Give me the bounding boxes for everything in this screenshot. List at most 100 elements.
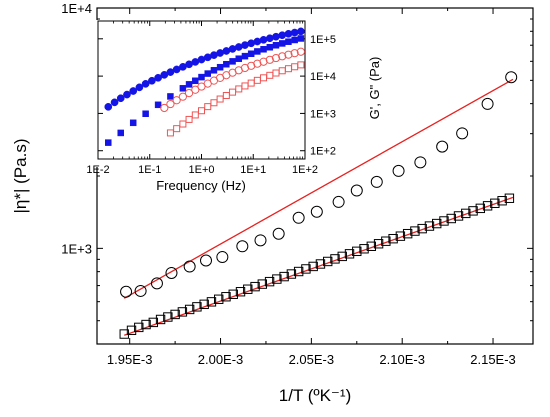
inset-point-s2 xyxy=(290,49,299,58)
main-point-s1 xyxy=(410,226,420,236)
inset-point-s1 xyxy=(266,43,274,51)
main-point-s0 xyxy=(310,205,323,218)
inset-point-s0 xyxy=(272,32,280,41)
inset-point-s1 xyxy=(204,70,211,77)
main-point-s1 xyxy=(221,292,231,302)
main-point-s1 xyxy=(344,249,355,259)
main-point-s1 xyxy=(235,287,246,297)
inset-x-tick-label: 1E+0 xyxy=(189,164,215,176)
inset-point-s2 xyxy=(284,50,293,59)
inset-plot-data xyxy=(104,27,305,146)
y-axis-label: |η*| (Pa.s) xyxy=(11,139,30,214)
inset-point-s1 xyxy=(129,119,137,127)
main-point-s0 xyxy=(505,71,518,84)
inset-point-s2 xyxy=(278,52,287,61)
fit-line-2 xyxy=(123,78,514,299)
inset-point-s0 xyxy=(278,31,287,40)
inset-point-s2 xyxy=(160,103,169,113)
main-point-s0 xyxy=(481,97,494,110)
inset-point-s1 xyxy=(285,38,292,45)
main-point-s0 xyxy=(456,127,469,140)
inset-point-s3 xyxy=(191,111,199,119)
main-axis-ticks: 1.95E-3 2.00E-3 2.05E-3 2.10E-3 2.15E-31E+31… xyxy=(61,1,533,367)
main-point-s0 xyxy=(436,140,449,153)
x-tick-label: 2.10E-3 xyxy=(379,352,425,367)
x-tick-label: 2.00E-3 xyxy=(198,352,244,367)
inset-point-s0 xyxy=(129,87,138,95)
inset-y-tick-label: 1E+4 xyxy=(310,71,336,83)
inset-point-s2 xyxy=(166,99,175,109)
inset-point-s1 xyxy=(179,85,187,92)
main-point-s1 xyxy=(432,218,442,229)
main-point-s1 xyxy=(301,264,311,274)
main-point-s1 xyxy=(257,279,268,289)
main-point-s1 xyxy=(228,289,238,299)
x-tick-label: 2.15E-3 xyxy=(470,352,516,367)
main-point-s1 xyxy=(155,314,166,325)
main-point-s1 xyxy=(308,261,318,272)
x-tick-label: 1.95E-3 xyxy=(107,352,153,367)
y-tick-label: 1E+4 xyxy=(61,1,92,16)
inset-point-s1 xyxy=(167,93,174,100)
main-point-s1 xyxy=(286,269,297,279)
inset-point-s0 xyxy=(104,102,113,111)
inset-point-s1 xyxy=(210,67,218,74)
main-point-s1 xyxy=(293,266,304,277)
inset-point-s1 xyxy=(223,60,230,68)
main-point-s1 xyxy=(214,294,224,304)
main-point-s1 xyxy=(366,241,377,251)
main-point-s1 xyxy=(243,284,253,294)
main-point-s1 xyxy=(250,281,260,292)
main-point-s1 xyxy=(373,239,384,249)
main-point-s1 xyxy=(337,251,347,262)
inset-point-s3 xyxy=(216,95,224,103)
main-point-s0 xyxy=(392,164,405,177)
inset-point-s0 xyxy=(290,28,299,37)
inset-point-s3 xyxy=(198,107,205,115)
main-point-s1 xyxy=(475,203,486,214)
inset-point-s3 xyxy=(179,120,187,128)
inset-point-s1 xyxy=(142,110,149,117)
main-point-s0 xyxy=(254,234,267,247)
inset-axis-ticks: 1E-2 1E-1 1E+0 1E+1 1E+2 1E+2 1E+3 1E+4 1E+5 xyxy=(86,21,336,176)
inset-point-s2 xyxy=(178,92,187,101)
main-point-s1 xyxy=(272,274,282,284)
inset-point-s1 xyxy=(247,50,255,57)
main-point-s1 xyxy=(279,271,289,282)
main-point-s1 xyxy=(134,322,144,333)
main-point-s0 xyxy=(370,175,383,188)
main-point-s1 xyxy=(170,309,180,320)
inset-point-s1 xyxy=(297,35,305,42)
main-point-s0 xyxy=(134,284,147,297)
main-point-s1 xyxy=(461,208,471,219)
main-point-s1 xyxy=(453,211,464,221)
main-point-s1 xyxy=(381,236,391,246)
main-point-s1 xyxy=(199,299,209,310)
inset-point-s0 xyxy=(259,35,268,44)
inset-point-s1 xyxy=(254,48,261,55)
inset-point-s1 xyxy=(192,77,199,85)
main-point-s1 xyxy=(163,312,173,322)
inset-point-s2 xyxy=(271,53,281,63)
main-point-s1 xyxy=(315,259,326,269)
inset-point-s1 xyxy=(185,81,193,88)
main-point-s1 xyxy=(177,307,188,317)
inset-point-s3 xyxy=(297,61,305,69)
inset-y-tick-label: 1E+5 xyxy=(310,34,336,46)
main-point-s0 xyxy=(272,227,285,240)
main-point-s1 xyxy=(141,319,151,330)
inset-point-s1 xyxy=(260,46,267,53)
inset-point-s0 xyxy=(284,29,293,38)
inset-point-s2 xyxy=(265,55,274,64)
inset-point-s1 xyxy=(198,73,205,81)
main-point-s0 xyxy=(332,195,345,208)
main-point-s1 xyxy=(192,302,202,312)
inset-point-s1 xyxy=(241,52,249,60)
inset-point-s2 xyxy=(253,59,262,68)
inset-point-s1 xyxy=(105,139,112,146)
inset-x-tick-label: 1E-2 xyxy=(86,164,109,176)
main-point-s0 xyxy=(150,277,163,290)
main-point-s1 xyxy=(206,297,217,307)
inset-x-axis-label: Frequency (Hz) xyxy=(156,178,246,193)
